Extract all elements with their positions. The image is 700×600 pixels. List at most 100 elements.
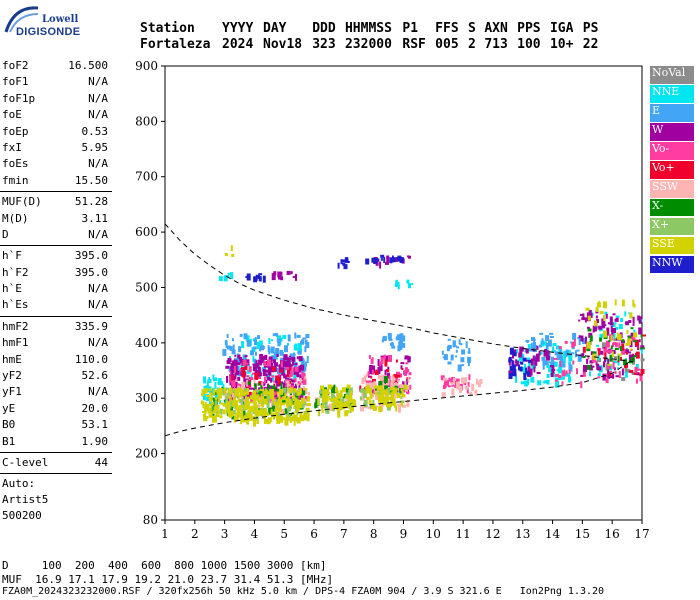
echo-point-e: [402, 335, 406, 342]
echo-point-w: [279, 383, 282, 386]
panel-divider: [0, 191, 112, 193]
echo-point-sse: [268, 391, 272, 396]
echo-point-w: [613, 328, 616, 333]
echo-point-vo: [636, 368, 641, 371]
echo-point-ssw: [476, 378, 478, 385]
echo-point-sse: [346, 400, 350, 404]
lower-dashed-curve: [164, 358, 634, 437]
echo-point-sse: [337, 409, 341, 412]
echo-point-w: [629, 351, 632, 354]
echo-point-nne: [551, 350, 556, 352]
echo-point-sse: [234, 392, 239, 397]
echo-point-vo: [240, 368, 243, 371]
echo-point-x: [285, 411, 289, 414]
echo-point-sse: [342, 388, 345, 392]
echo-point-e: [453, 345, 457, 348]
echo-point-sse: [201, 393, 205, 397]
echo-point-sse: [322, 396, 325, 401]
echo-point-x: [238, 398, 243, 403]
echo-point-e: [297, 350, 302, 355]
echo-point-w: [244, 355, 248, 358]
echo-point-w: [278, 364, 283, 371]
echo-point-nne: [604, 311, 608, 315]
distance-row: D 100 200 400 600 800 1000 1500 3000 [km…: [2, 559, 327, 572]
echo-point-w: [404, 355, 409, 360]
echo-point-vo: [406, 391, 410, 395]
echo-point-w: [239, 356, 243, 361]
echo-point-sse: [224, 387, 227, 394]
echo-point-sse: [387, 403, 392, 408]
param-name: foF1: [2, 75, 29, 89]
echo-point-w: [609, 316, 613, 323]
legend-item-vo: Vo-: [650, 141, 694, 160]
echo-point-w: [508, 361, 511, 366]
echo-point-sse: [366, 396, 370, 400]
echo-point-e: [526, 340, 529, 343]
echo-point-w: [550, 365, 554, 368]
echo-point-w: [598, 325, 603, 330]
echo-point-nne: [214, 381, 217, 389]
param-row-yf1: yF1 N/A: [0, 384, 112, 400]
echo-point-w: [532, 355, 535, 361]
echo-point-w: [269, 356, 271, 362]
echo-point-w: [584, 317, 587, 323]
echo-point-sse: [204, 406, 207, 412]
echo-point-sse: [256, 420, 259, 424]
echo-point-e: [236, 365, 240, 372]
echo-point-ssw: [280, 409, 285, 415]
param-value: 52.6: [81, 369, 109, 383]
header-values-cell: 005: [435, 37, 459, 52]
echo-point-sse: [245, 402, 250, 410]
echo-point-sse: [602, 301, 607, 309]
echo-point-w: [377, 367, 381, 375]
echo-point-w: [260, 356, 265, 364]
echo-point-sse: [201, 411, 205, 413]
echo-point-sse: [270, 409, 273, 417]
echo-point-sse: [203, 388, 208, 394]
echo-point-vo: [635, 378, 638, 384]
echo-point-sse: [245, 396, 250, 404]
echo-point-nne: [558, 347, 562, 354]
echo-point-x: [257, 382, 260, 386]
file-info-footer: FZA0M_2024323232000.RSF / 320fx256h 50 k…: [2, 586, 605, 597]
legend-item-sse: SSE: [650, 236, 694, 255]
echo-point-x: [633, 340, 638, 343]
echo-point-vo: [639, 375, 643, 382]
echo-point-sse: [279, 404, 282, 412]
echo-point-nne: [531, 365, 535, 370]
echo-point-e: [231, 349, 234, 354]
echo-point-e: [232, 344, 235, 350]
echo-point-e: [305, 342, 310, 348]
echo-point-e: [557, 356, 561, 361]
echo-point-nne: [530, 376, 535, 383]
echo-point-sse: [629, 348, 632, 351]
echo-point-sse: [320, 385, 324, 390]
param-name: h`E: [2, 282, 22, 296]
echo-point-e: [538, 344, 542, 348]
x-tick-label: 3: [221, 527, 229, 541]
echo-point-ssw: [402, 404, 407, 408]
echo-point-x: [319, 390, 323, 395]
echo-point-sse: [243, 404, 247, 410]
echo-point-vo: [263, 376, 266, 384]
echo-point-nne: [217, 382, 220, 384]
echo-point-sse: [248, 415, 252, 421]
echo-point-e: [222, 348, 227, 356]
echo-point-sse: [370, 390, 372, 395]
x-tick-label: 7: [340, 527, 348, 541]
echo-point-w: [229, 374, 234, 378]
echo-point-nne: [411, 283, 414, 286]
echo-point-x: [266, 402, 270, 408]
echo-point-sse: [200, 400, 203, 405]
echo-point-e: [542, 364, 545, 370]
echo-point-nnw: [255, 274, 258, 281]
muf-table: D 100 200 400 600 800 1000 1500 3000 [km…: [2, 559, 333, 587]
echo-point-vo: [466, 386, 469, 394]
echo-point-e: [467, 362, 470, 367]
echo-point-vo: [406, 369, 410, 373]
echo-point-w: [254, 371, 258, 374]
echo-point-e: [252, 346, 257, 350]
echo-point-vo: [244, 366, 248, 370]
echo-point-ssw: [441, 392, 446, 398]
echo-point-x: [280, 386, 283, 389]
